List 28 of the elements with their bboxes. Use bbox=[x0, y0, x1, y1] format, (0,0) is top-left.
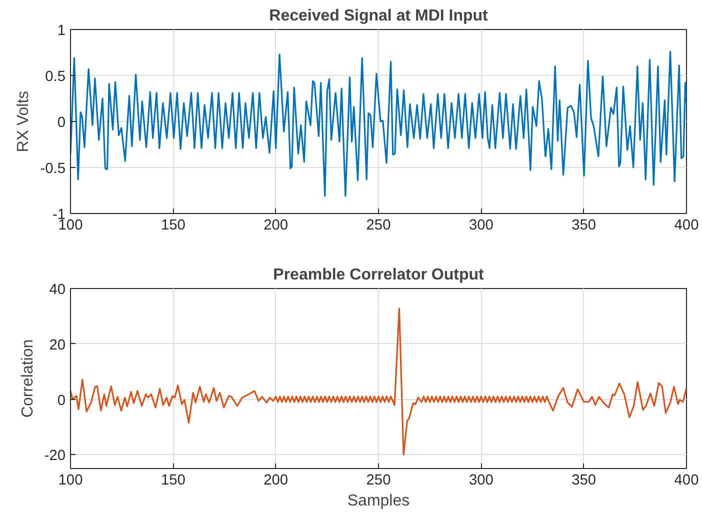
x-tick-label: 250 bbox=[366, 472, 391, 488]
line-series bbox=[70, 50, 686, 197]
x-tick-label: 150 bbox=[160, 218, 186, 234]
y-tick-label: 40 bbox=[49, 282, 66, 298]
y-tick-label: 0 bbox=[57, 115, 66, 131]
y-tick-label: 1 bbox=[57, 23, 66, 39]
y-tick-label: 0 bbox=[57, 392, 66, 409]
x-tick-label: 250 bbox=[366, 218, 391, 234]
y-axis-title: Correlation bbox=[19, 339, 36, 418]
chart-title: Preamble Correlator Output bbox=[273, 266, 485, 284]
x-tick-label: 350 bbox=[572, 218, 596, 234]
x-tick-label: 400 bbox=[674, 218, 699, 234]
x-tick-label: 300 bbox=[468, 218, 494, 234]
x-tick-label: 200 bbox=[264, 218, 288, 234]
x-tick-label: 150 bbox=[160, 472, 186, 488]
chart-title: Received Signal at MDI Input bbox=[269, 8, 489, 24]
y-tick-label: 20 bbox=[49, 337, 66, 354]
x-tick-label: 400 bbox=[674, 472, 699, 488]
y-tick-label: -20 bbox=[44, 448, 66, 464]
x-axis-title: Samples bbox=[347, 492, 410, 510]
x-tick-label: 350 bbox=[572, 472, 596, 488]
line-series bbox=[70, 308, 686, 456]
x-tick-label: 300 bbox=[468, 472, 494, 488]
x-tick-label: 100 bbox=[58, 472, 83, 488]
x-tick-label: 200 bbox=[264, 472, 288, 488]
y-tick-label: 0.5 bbox=[45, 69, 66, 85]
y-tick-label: -0.5 bbox=[40, 161, 66, 177]
y-axis-title: RX Volts bbox=[15, 90, 32, 152]
